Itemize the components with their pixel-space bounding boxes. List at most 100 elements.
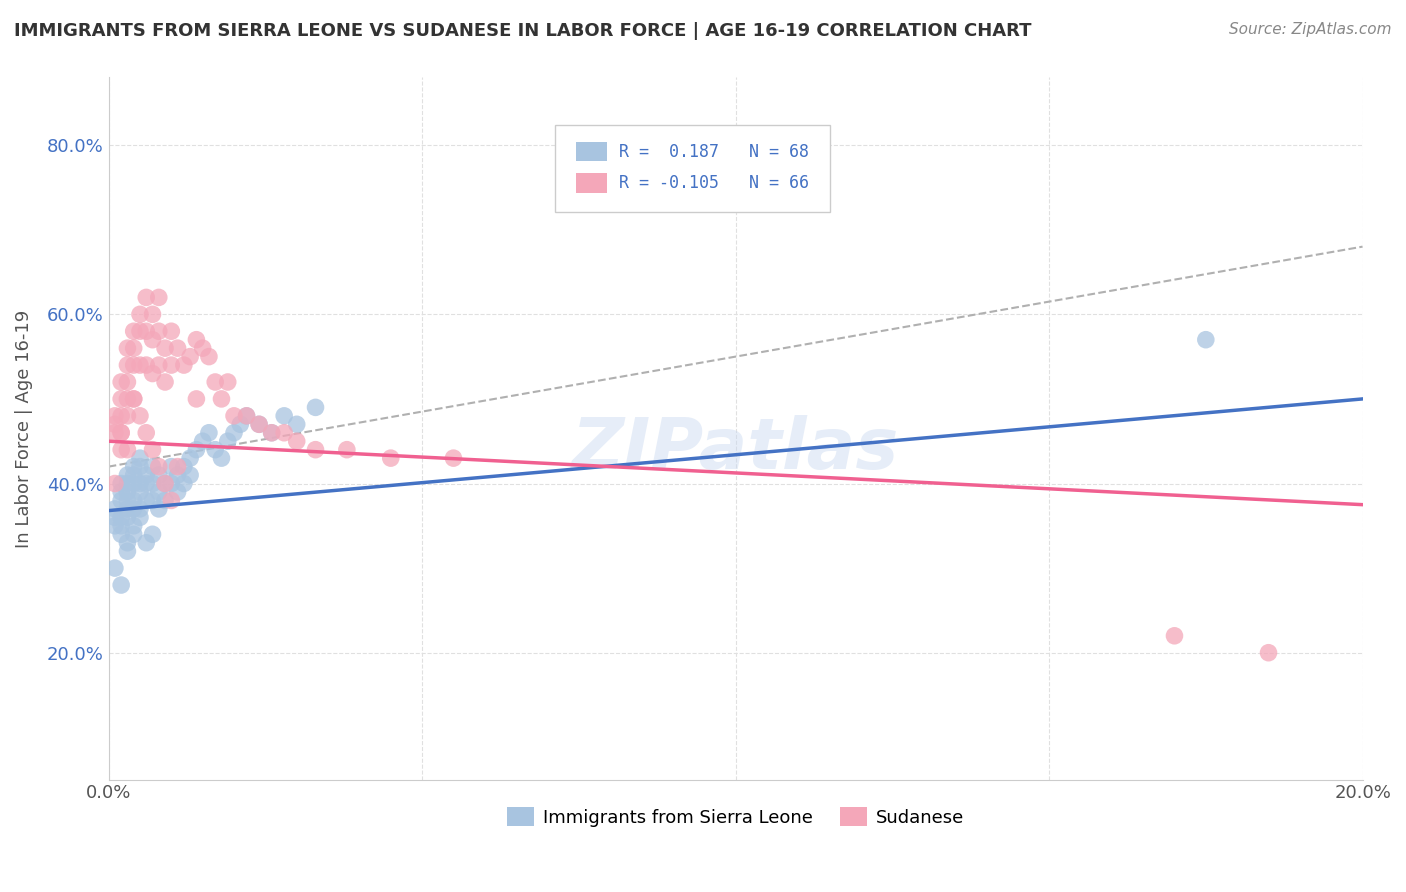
Point: [141, 307, 163, 321]
Point: [104, 561, 127, 575]
Point: [198, 350, 221, 364]
Point: [304, 401, 326, 415]
Point: [110, 392, 132, 406]
Point: [260, 425, 283, 440]
Point: [122, 392, 145, 406]
Point: [186, 442, 208, 457]
Point: [117, 510, 139, 524]
Point: [1195, 333, 1218, 347]
Point: [122, 324, 145, 338]
Point: [211, 451, 233, 466]
Point: [235, 409, 257, 423]
Point: [117, 409, 139, 423]
Y-axis label: In Labor Force | Age 16-19: In Labor Force | Age 16-19: [15, 310, 32, 548]
Point: [117, 341, 139, 355]
Point: [148, 468, 170, 483]
Point: [148, 324, 170, 338]
Point: [160, 476, 183, 491]
Point: [235, 409, 257, 423]
Point: [135, 493, 157, 508]
Point: [186, 392, 208, 406]
Point: [110, 485, 132, 500]
Point: [110, 442, 132, 457]
Point: [141, 442, 163, 457]
Point: [443, 451, 465, 466]
Point: [179, 468, 201, 483]
Point: [160, 358, 183, 372]
Point: [191, 434, 214, 449]
Point: [160, 493, 183, 508]
Point: [173, 358, 195, 372]
Point: [122, 392, 145, 406]
Point: [117, 535, 139, 549]
Point: [179, 350, 201, 364]
Point: [117, 375, 139, 389]
Point: [110, 527, 132, 541]
Point: [260, 425, 283, 440]
Point: [110, 518, 132, 533]
Point: [285, 417, 308, 432]
Point: [141, 476, 163, 491]
Point: [117, 442, 139, 457]
Point: [110, 425, 132, 440]
Point: [198, 425, 221, 440]
Point: [173, 476, 195, 491]
Point: [117, 476, 139, 491]
Point: [141, 459, 163, 474]
Point: [148, 502, 170, 516]
Point: [135, 324, 157, 338]
Point: [336, 442, 359, 457]
Point: [222, 425, 245, 440]
Point: [117, 392, 139, 406]
Point: [122, 459, 145, 474]
Point: [110, 375, 132, 389]
Point: [148, 358, 170, 372]
Point: [135, 290, 157, 304]
Point: [166, 485, 188, 500]
Point: [117, 358, 139, 372]
Text: R = -0.105   N = 66: R = -0.105 N = 66: [619, 174, 808, 192]
Point: [122, 341, 145, 355]
Point: [179, 451, 201, 466]
Point: [110, 493, 132, 508]
Point: [122, 468, 145, 483]
Point: [160, 324, 183, 338]
Point: [153, 476, 176, 491]
Point: [129, 324, 152, 338]
Point: [148, 459, 170, 474]
Point: [153, 375, 176, 389]
Point: [204, 442, 226, 457]
Point: [129, 459, 152, 474]
Point: [122, 476, 145, 491]
Point: [166, 341, 188, 355]
Point: [117, 493, 139, 508]
Point: [141, 527, 163, 541]
Point: [104, 510, 127, 524]
Point: [129, 451, 152, 466]
Point: [135, 358, 157, 372]
Point: [141, 367, 163, 381]
Point: [217, 375, 239, 389]
Point: [153, 341, 176, 355]
Point: [204, 375, 226, 389]
Point: [148, 485, 170, 500]
Point: [122, 493, 145, 508]
Point: [129, 476, 152, 491]
Point: [122, 502, 145, 516]
Point: [229, 417, 252, 432]
Point: [1257, 646, 1279, 660]
Point: [135, 425, 157, 440]
Point: [211, 392, 233, 406]
Point: [110, 476, 132, 491]
Point: [304, 442, 326, 457]
Point: [104, 409, 127, 423]
Point: [135, 476, 157, 491]
Point: [110, 409, 132, 423]
Point: [222, 409, 245, 423]
Point: [141, 333, 163, 347]
Point: [110, 425, 132, 440]
Point: [129, 485, 152, 500]
Point: [117, 544, 139, 558]
Point: [129, 358, 152, 372]
Point: [273, 409, 295, 423]
